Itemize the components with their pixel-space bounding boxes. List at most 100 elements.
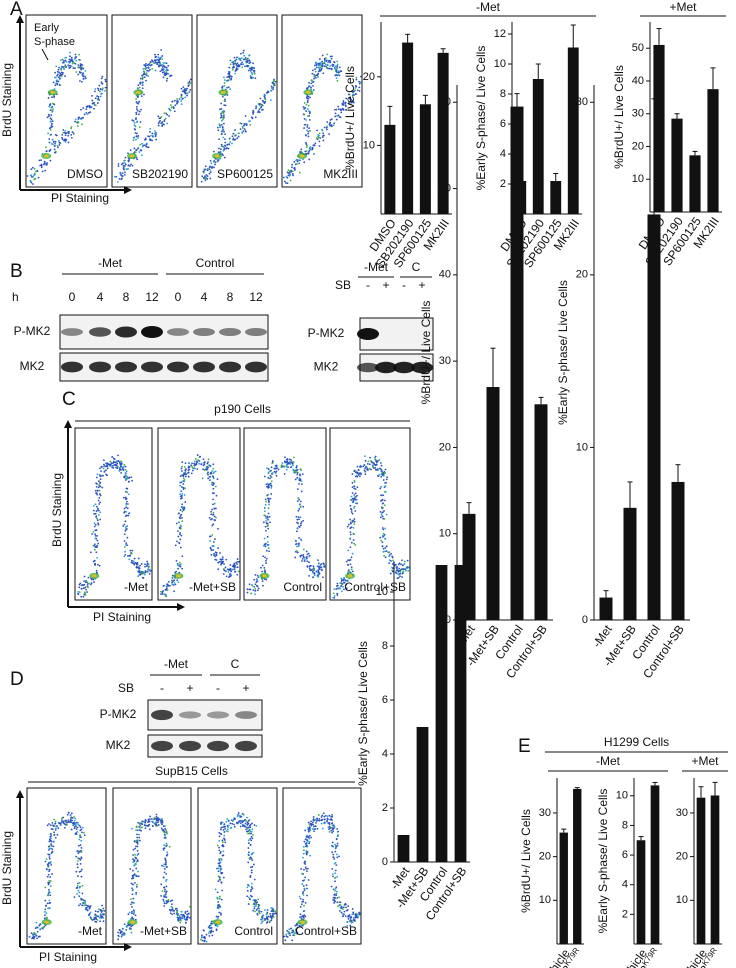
flow-dot (292, 464, 294, 466)
flow-dot (98, 480, 100, 482)
flow-dot (163, 831, 165, 833)
flow-dot (114, 458, 116, 460)
flow-dot (258, 904, 260, 906)
flow-dot (80, 67, 82, 69)
flow-dot (301, 491, 303, 493)
flow-dot (84, 576, 86, 578)
flow-dot (220, 827, 222, 829)
flow-dot (99, 519, 101, 521)
flow-dot (96, 506, 98, 508)
flow-dot (338, 855, 340, 857)
bar (697, 798, 706, 944)
flow-dot (247, 890, 249, 892)
flow-dot (220, 559, 222, 561)
flow-dot (204, 470, 206, 472)
flow-dot (318, 820, 320, 822)
blot-band (89, 327, 111, 337)
flow-dot (384, 472, 386, 474)
flow-dot (354, 470, 356, 472)
flow-dot (306, 558, 308, 560)
flow-dot (33, 938, 35, 940)
flow-dot (159, 65, 161, 67)
flow-core (215, 921, 220, 924)
flow-dot (79, 591, 81, 593)
flow-dot (205, 178, 207, 180)
flow-dot (36, 170, 38, 172)
flow-dot (41, 927, 43, 929)
flow-dot (235, 562, 237, 564)
flow-dot (136, 854, 138, 856)
flow-dot (356, 495, 358, 497)
flow-dot (96, 545, 98, 547)
flow-dot (266, 912, 268, 914)
flow-dot (308, 85, 310, 87)
flow-dot (219, 906, 221, 908)
flow-dot (347, 905, 349, 907)
flow-dot (73, 816, 75, 818)
flow-dot (194, 468, 196, 470)
flow-dot (166, 80, 168, 82)
flow-dot (317, 559, 319, 561)
flow-dot (205, 165, 207, 167)
flow-dot (380, 462, 382, 464)
flow-dot (207, 469, 209, 471)
flow-dot (125, 526, 127, 528)
flow-dot (298, 518, 300, 520)
flow-dot (74, 818, 76, 820)
flow-dot (265, 526, 267, 528)
flow-dot (68, 131, 70, 133)
flow-dot (275, 81, 277, 83)
flow-dot (35, 178, 37, 180)
flow-dot (245, 823, 247, 825)
flow-dot (303, 849, 305, 851)
flow-dot (186, 95, 188, 97)
flow-dot (176, 560, 178, 562)
flow-dot (308, 153, 310, 155)
blot-band (179, 711, 201, 718)
flow-dot (331, 832, 333, 834)
flow-dot (221, 839, 223, 841)
bar (535, 404, 548, 620)
flow-dot (162, 64, 164, 66)
flow-dot (352, 482, 354, 484)
flow-dot (222, 556, 224, 558)
flow-dot (124, 174, 126, 176)
flow-dot (219, 876, 221, 878)
flow-dot (385, 469, 387, 471)
flow-dot (174, 104, 176, 106)
flow-dot (329, 815, 331, 817)
blot-band (141, 326, 163, 338)
arrow-head (177, 603, 185, 611)
flow-dot (322, 72, 324, 74)
flow-dot (60, 59, 62, 61)
flow-dot (98, 503, 100, 505)
flow-dot (71, 829, 73, 831)
flow-dot (146, 70, 148, 72)
flow-dot (180, 547, 182, 549)
flow-dot (148, 566, 150, 568)
category-superscript: K79R (640, 945, 659, 967)
flow-dot (352, 498, 354, 500)
flow-dot (212, 545, 214, 547)
flow-dot (309, 841, 311, 843)
flow-dot (238, 136, 240, 138)
flow-dot (94, 549, 96, 551)
flow-dot (187, 82, 189, 84)
flow-dot (190, 464, 192, 466)
flow-dot (276, 465, 278, 467)
flow-dot (268, 916, 270, 918)
flow-dot (85, 589, 87, 591)
group-label: -Met (98, 256, 123, 270)
flow-dot (270, 487, 272, 489)
flow-dot (80, 829, 82, 831)
flow-dot (231, 569, 233, 571)
flow-dot (218, 904, 220, 906)
flow-dot (351, 509, 353, 511)
flow-dot (180, 475, 182, 477)
flow-dot (213, 512, 215, 514)
flow-dot (52, 108, 54, 110)
flow-dot (264, 510, 266, 512)
y-tick-label: 20 (439, 441, 451, 453)
flow-dot (335, 588, 337, 590)
flow-core (92, 574, 97, 577)
